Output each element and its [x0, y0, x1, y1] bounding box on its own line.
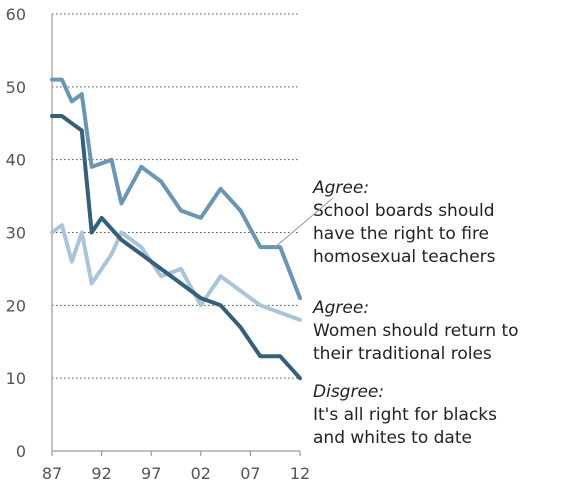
- y-tick-label: 30: [6, 224, 26, 243]
- y-tick-label: 60: [6, 5, 26, 24]
- annotation-interracial-dating: Disgree: It's all right for blacks and whi…: [313, 382, 497, 448]
- annotation-text-line: and whites to date: [313, 428, 472, 448]
- x-tick-label: 87: [42, 464, 62, 483]
- annotation-text-line: It's all right for blacks: [313, 405, 497, 425]
- annotation-heading: Agree:: [312, 298, 369, 318]
- annotations: Agree: School boards should have the right…: [274, 178, 519, 448]
- y-tick-label: 0: [16, 442, 26, 461]
- annotation-text-line: their traditional roles: [313, 344, 492, 364]
- annotation-text-line: have the right to fire: [313, 224, 489, 244]
- y-tick-label: 20: [6, 296, 26, 315]
- annotation-text-line: Women should return to: [313, 321, 519, 341]
- x-tick-label: 02: [191, 464, 211, 483]
- annotation-leader-line: [274, 197, 334, 248]
- annotation-text-line: homosexual teachers: [313, 247, 496, 267]
- annotation-heading: Agree:: [312, 178, 369, 198]
- y-tick-label: 50: [6, 78, 26, 97]
- x-tick-label: 07: [240, 464, 260, 483]
- series-line-school-boards: [50, 77, 302, 301]
- series-lines: [50, 77, 302, 381]
- x-tick-label: 92: [91, 464, 111, 483]
- annotation-heading: Disgree:: [313, 382, 384, 402]
- annotation-text-line: School boards should: [313, 201, 495, 221]
- grid: [52, 13, 300, 379]
- series-line-interracial-dating: [50, 114, 302, 381]
- x-tick-label: 97: [141, 464, 161, 483]
- y-tick-label: 40: [6, 151, 26, 170]
- axes: 0 10 20 30 40 50 60 87 92 97 02 07 12: [6, 5, 311, 483]
- x-tick-label: 12: [290, 464, 310, 483]
- annotation-school-boards: Agree: School boards should have the right…: [274, 178, 496, 267]
- annotation-women-roles: Agree: Women should return to their tradit…: [312, 298, 519, 364]
- y-tick-label: 10: [6, 369, 26, 388]
